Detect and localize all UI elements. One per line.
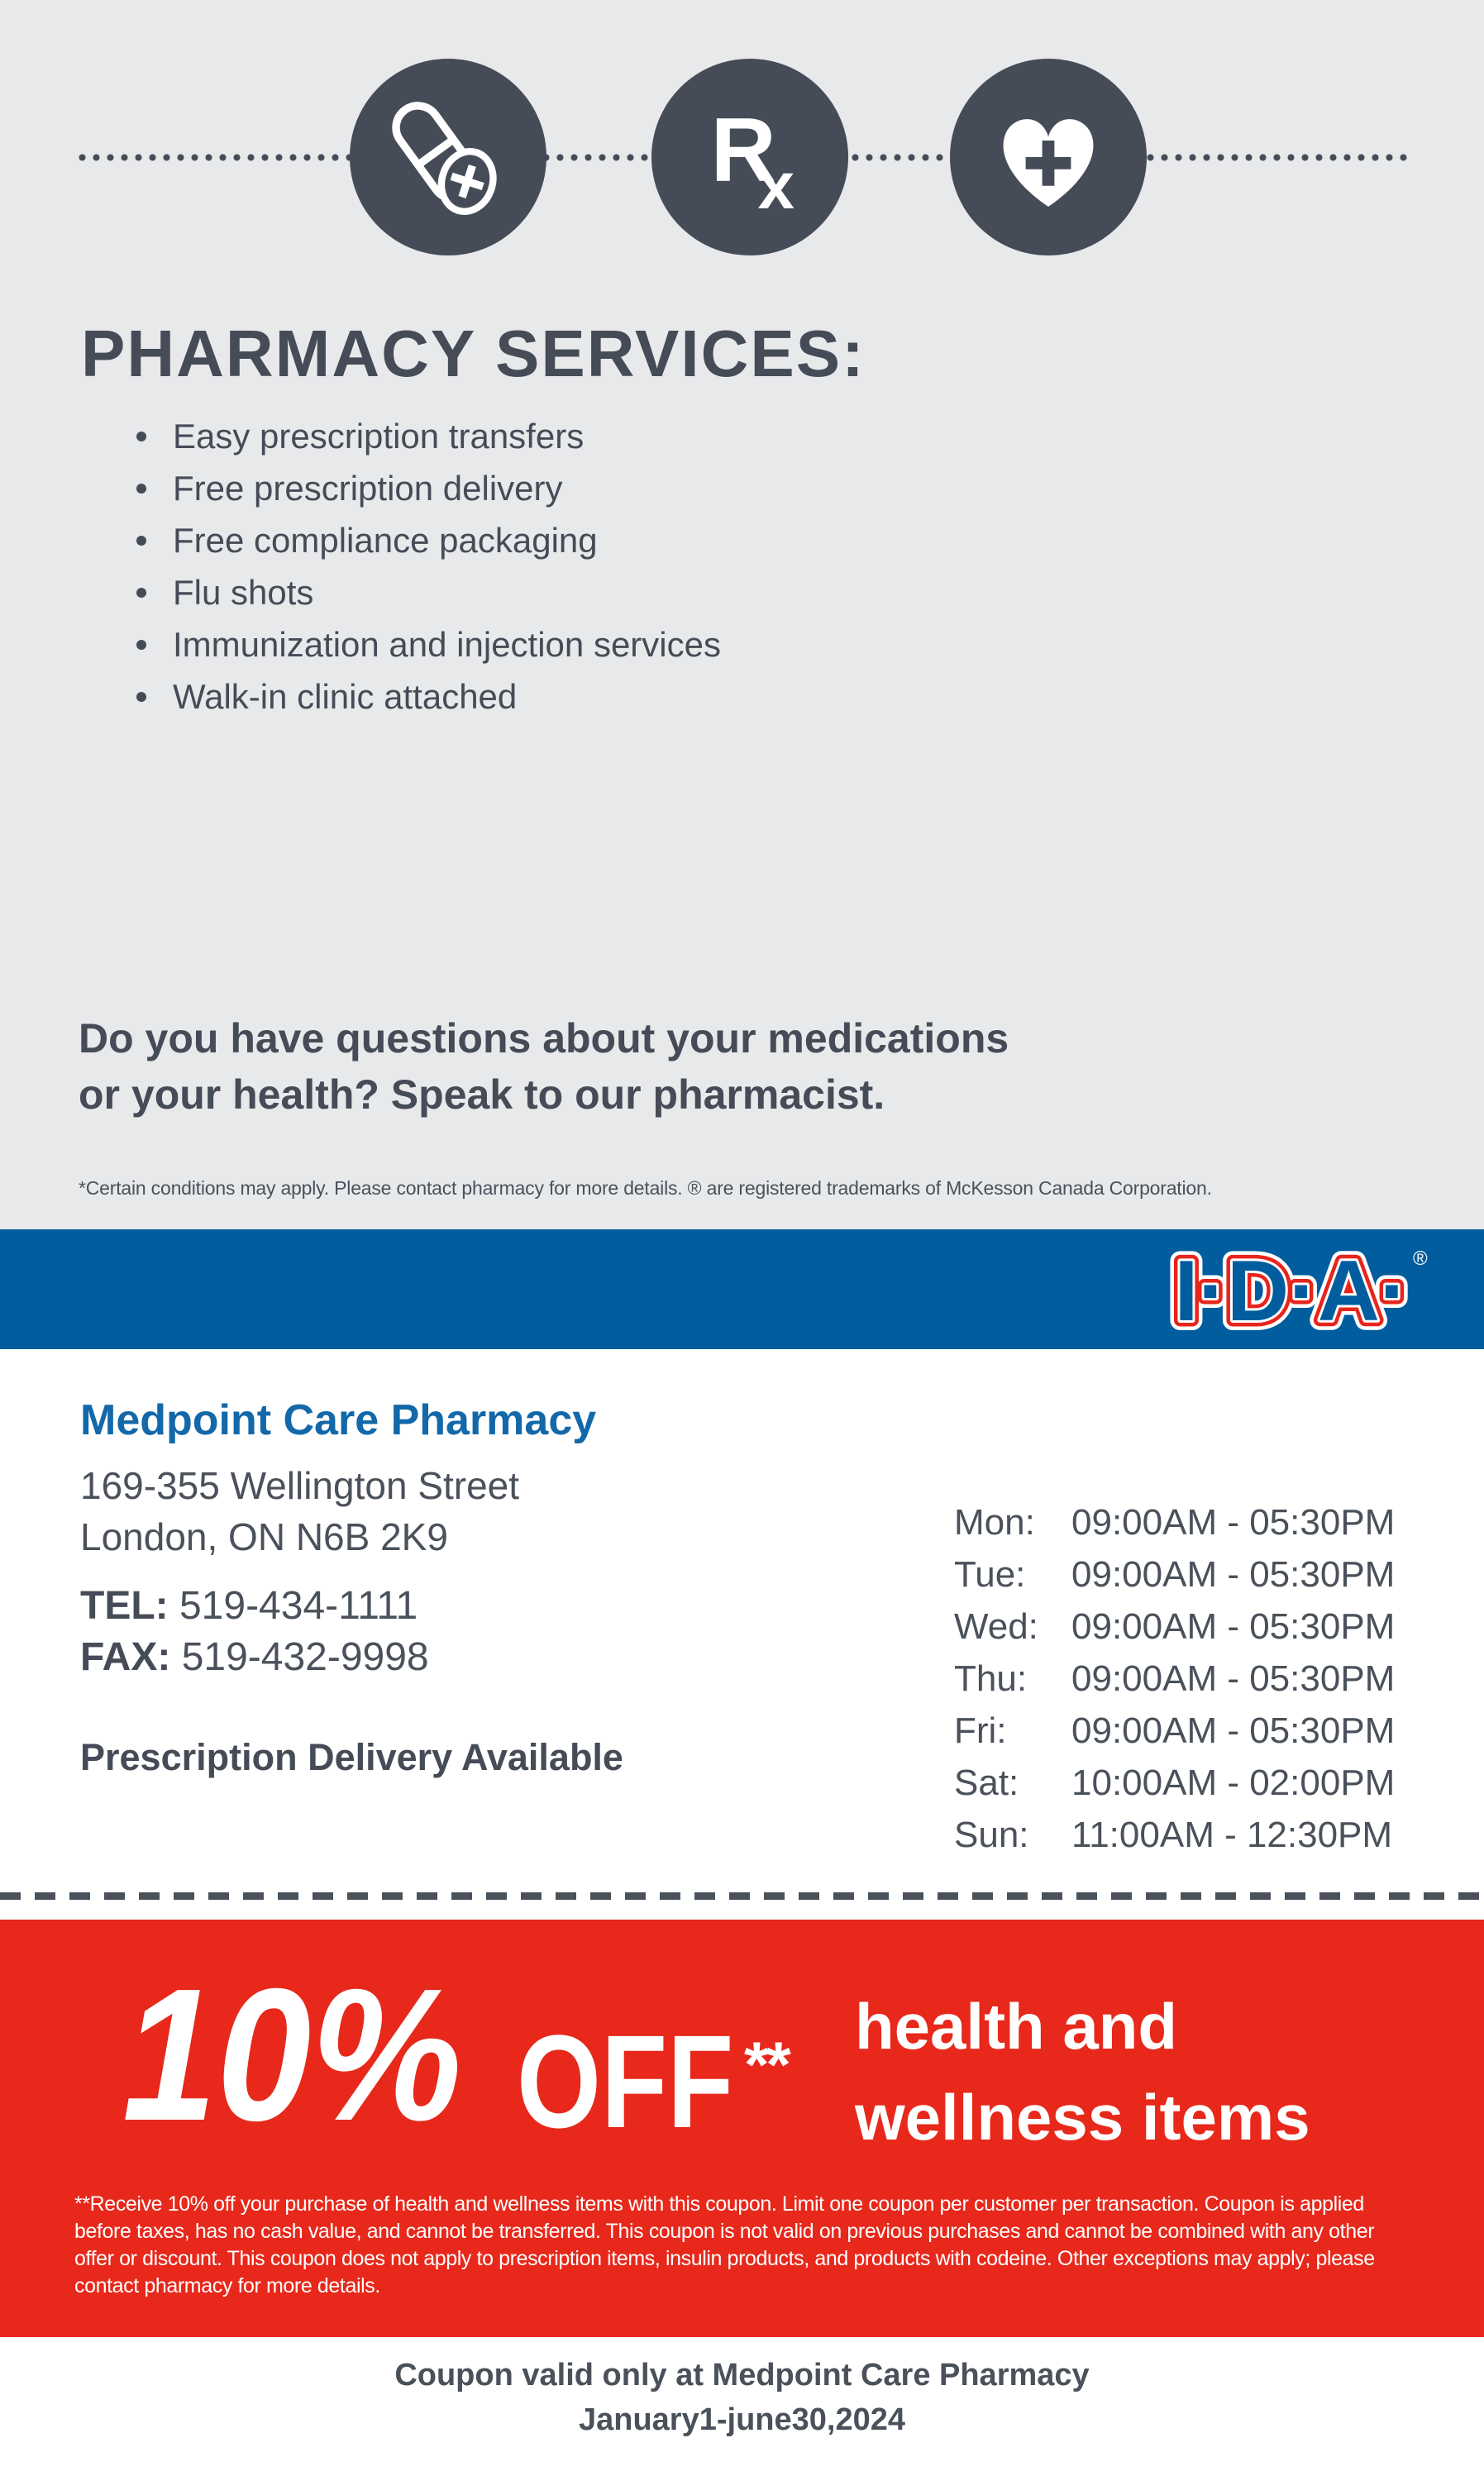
hero-section: R x PHARMACY SERVICES: Easy prescription… [0,0,1484,1229]
hours-time: 09:00AM - 05:30PM [1071,1606,1396,1647]
tel-label: TEL: [80,1584,169,1628]
service-item: Easy prescription transfers [135,410,721,462]
hours-time: 09:00AM - 05:30PM [1071,1658,1396,1699]
hours-day: Thu: [954,1658,1028,1699]
svg-text:I·D·A·: I·D·A· [1174,1243,1408,1339]
service-item: Flu shots [135,566,721,618]
coupon-validity: Coupon valid only at Medpoint Care Pharm… [0,2353,1484,2442]
fax-label: FAX: [80,1635,171,1679]
hours-day: Sat: [954,1763,1019,1803]
legal-disclaimer: *Certain conditions may apply. Please co… [79,1177,1212,1199]
delivery-note: Prescription Delivery Available [80,1736,623,1778]
address-line-1: 169-355 Wellington Street [80,1464,520,1507]
coupon-item-line-2: wellness items [855,2081,1310,2154]
hours-row: Tue: 09:00AM - 05:30PM [954,1548,1395,1601]
hours-time: 11:00AM - 12:30PM [1071,1815,1393,1855]
tel-line: TEL: 519-434-1111 [80,1581,429,1632]
hours-row: Thu: 09:00AM - 05:30PM [954,1653,1395,1705]
hours-row: Fri: 09:00AM - 05:30PM [954,1705,1395,1757]
hours-day: Sun: [954,1815,1029,1855]
hours-day: Tue: [954,1554,1026,1595]
svg-text:I·D·A·: I·D·A· [1174,1243,1408,1339]
hours-time: 10:00AM - 02:00PM [1071,1763,1396,1803]
page-title: PHARMACY SERVICES: [81,317,866,390]
hours-row: Sat: 10:00AM - 02:00PM [954,1757,1395,1809]
coupon-item-line-1: health and [855,1990,1178,2063]
tel-number: 519-434-1111 [179,1584,418,1628]
coupon-section [0,1920,1484,2337]
hours-row: Sun: 11:00AM - 12:30PM [954,1809,1395,1861]
hours-day: Wed: [954,1606,1038,1647]
heart-cross-icon [950,59,1147,255]
service-item: Free prescription delivery [135,462,721,514]
hours-row: Wed: 09:00AM - 05:30PM [954,1601,1395,1653]
service-item: Immunization and injection services [135,618,721,670]
services-list: Easy prescription transfers Free prescrip… [135,410,721,723]
service-item: Free compliance packaging [135,514,721,566]
coupon-asterisks: ** [744,2028,791,2101]
hours-time: 09:00AM - 05:30PM [1071,1554,1396,1595]
hours-row: Mon: 09:00AM - 05:30PM [954,1496,1395,1548]
address-line-2: London, ON N6B 2K9 [80,1515,448,1558]
coupon-terms: **Receive 10% off your purchase of healt… [74,2192,1375,2297]
hours-time: 09:00AM - 05:30PM [1071,1710,1396,1751]
fax-line: FAX: 519-432-9998 [80,1632,429,1683]
registered-trademark-symbol: ® [1413,1248,1428,1270]
question-line-2: or your health? Speak to our pharmacist. [79,1071,885,1118]
pharmacy-name: Medpoint Care Pharmacy [80,1396,597,1444]
coupon-off-word: OFF [517,2007,734,2155]
hours-day: Mon: [954,1502,1035,1543]
phone-numbers: TEL: 519-434-1111 FAX: 519-432-9998 [80,1581,429,1683]
fax-number: 519-432-9998 [181,1635,429,1679]
validity-location: Coupon valid only at Medpoint Care Pharm… [394,2358,1090,2393]
svg-text:x: x [757,149,794,222]
rx-icon: R x [651,59,848,255]
coupon-cut-line [0,1892,1484,1900]
brand-bar [0,1229,1484,1349]
pharmacist-question: Do you have questions about your medicat… [79,1010,1009,1123]
svg-text:I·D·A·: I·D·A· [1174,1243,1408,1339]
hours-day: Fri: [954,1710,1007,1751]
hours-time: 09:00AM - 05:30PM [1071,1502,1396,1543]
pills-icon [350,59,546,255]
coupon-item-description: health and wellness items [855,1981,1310,2163]
store-hours: Mon: 09:00AM - 05:30PM Tue: 09:00AM - 05… [954,1496,1395,1861]
svg-text:I·D·A·: I·D·A· [1174,1243,1408,1339]
svg-text:R: R [711,99,776,200]
validity-dates: January1-june30,2024 [578,2402,905,2437]
question-line-1: Do you have questions about your medicat… [79,1015,1009,1061]
pharmacy-address: 169-355 Wellington Street London, ON N6B… [80,1460,519,1562]
ida-logo: I·D·A· I·D·A· I·D·A· I·D·A· ® [1167,1240,1428,1343]
coupon-percent: 10% [122,1950,462,2160]
service-item: Walk-in clinic attached [135,670,721,723]
